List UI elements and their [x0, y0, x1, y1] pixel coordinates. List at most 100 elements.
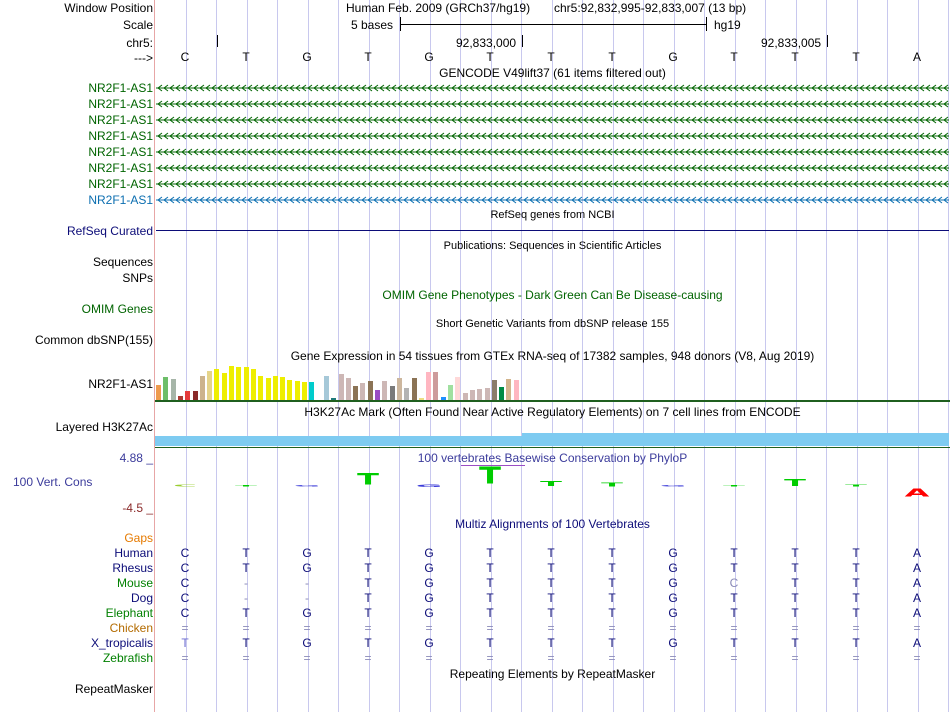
- gtex-tissue-bar[interactable]: [185, 391, 191, 400]
- position-readout[interactable]: chr5:92,832,995-92,833,007 (13 bp): [554, 1, 747, 15]
- gencode-transcript[interactable]: [156, 180, 949, 188]
- gencode-transcript[interactable]: [156, 116, 949, 124]
- gtex-bars[interactable]: [155, 364, 535, 400]
- h3k27ac-title[interactable]: H3K27Ac Mark (Often Found Near Active Re…: [304, 405, 801, 419]
- gencode-transcript[interactable]: [156, 100, 949, 108]
- species-label[interactable]: Dog: [130, 591, 153, 605]
- gtex-tissue-bar[interactable]: [258, 376, 264, 400]
- gtex-tissue-bar[interactable]: [236, 367, 242, 400]
- gtex-tissue-bar[interactable]: [229, 366, 234, 400]
- gtex-tissue-bar[interactable]: [207, 371, 213, 400]
- gtex-tissue-bar[interactable]: [221, 373, 227, 400]
- gtex-tissue-bar[interactable]: [294, 381, 300, 400]
- gencode-transcript[interactable]: [156, 164, 949, 172]
- snps-label[interactable]: SNPs: [122, 271, 153, 285]
- phylop-score-letter[interactable]: T: [784, 477, 806, 489]
- gencode-transcript-label[interactable]: NR2F1-AS1: [88, 97, 153, 111]
- h3k27ac-label[interactable]: Layered H3K27Ac: [55, 420, 153, 434]
- gtex-tissue-bar[interactable]: [382, 381, 388, 400]
- gtex-tissue-bar[interactable]: [338, 374, 344, 400]
- gencode-transcript-label[interactable]: NR2F1-AS1: [88, 145, 153, 159]
- gtex-tissue-bar[interactable]: [170, 379, 176, 400]
- omim-label[interactable]: OMIM Genes: [81, 302, 153, 316]
- repeatmasker-title[interactable]: Repeating Elements by RepeatMasker: [449, 667, 656, 681]
- gtex-tissue-bar[interactable]: [448, 385, 453, 400]
- h3k27ac-signal[interactable]: [522, 433, 949, 446]
- species-label[interactable]: Zebrafish: [102, 651, 153, 665]
- multiz-title[interactable]: Multiz Alignments of 100 Vertebrates: [455, 517, 650, 531]
- gtex-tissue-bar[interactable]: [163, 377, 169, 400]
- gtex-tissue-bar[interactable]: [192, 391, 198, 400]
- gtex-tissue-bar[interactable]: [469, 390, 475, 400]
- species-label[interactable]: Mouse: [116, 576, 153, 590]
- species-label[interactable]: Chicken: [109, 621, 153, 635]
- refseq-title[interactable]: RefSeq genes from NCBI: [490, 209, 615, 221]
- gtex-tissue-bar[interactable]: [499, 387, 505, 400]
- gtex-tissue-bar[interactable]: [287, 380, 293, 400]
- gtex-tissue-bar[interactable]: [280, 377, 286, 400]
- phylop-score-letter[interactable]: T: [357, 469, 379, 489]
- gtex-tissue-bar[interactable]: [513, 380, 519, 400]
- gtex-tissue-bar[interactable]: [360, 383, 366, 400]
- gtex-tissue-bar[interactable]: [331, 398, 337, 400]
- gencode-transcript[interactable]: [156, 148, 949, 156]
- gtex-tissue-bar[interactable]: [411, 378, 417, 400]
- repeatmasker-label[interactable]: RepeatMasker: [74, 682, 153, 696]
- gtex-title[interactable]: Gene Expression in 54 tissues from GTEx …: [290, 349, 815, 363]
- phylop-score-letter[interactable]: T: [601, 481, 623, 489]
- gtex-tissue-bar[interactable]: [345, 378, 351, 400]
- gtex-tissue-bar[interactable]: [426, 372, 432, 400]
- gtex-tissue-bar[interactable]: [214, 369, 220, 400]
- gtex-tissue-bar[interactable]: [367, 381, 373, 400]
- dbsnp-title[interactable]: Short Genetic Variants from dbSNP releas…: [435, 318, 670, 330]
- gtex-tissue-bar[interactable]: [265, 378, 271, 400]
- dbsnp-label[interactable]: Common dbSNP(155): [34, 333, 153, 347]
- gtex-tissue-bar[interactable]: [323, 376, 329, 400]
- gtex-tissue-bar[interactable]: [250, 369, 256, 400]
- sequences-label[interactable]: Sequences: [92, 255, 153, 269]
- species-label[interactable]: Human: [114, 546, 153, 560]
- gencode-transcript[interactable]: [156, 132, 949, 140]
- gtex-tissue-bar[interactable]: [156, 385, 161, 400]
- phylop-label[interactable]: 100 Vert. Cons: [13, 475, 93, 489]
- gtex-tissue-bar[interactable]: [199, 376, 205, 400]
- species-label[interactable]: Rhesus: [112, 561, 153, 575]
- gtex-tissue-bar[interactable]: [477, 389, 483, 400]
- gtex-tissue-bar[interactable]: [353, 386, 359, 400]
- phylop-score-letter[interactable]: T: [479, 461, 501, 490]
- gtex-tissue-bar[interactable]: [389, 386, 395, 400]
- phylop-score-letter[interactable]: A: [904, 485, 930, 500]
- refseq-label[interactable]: RefSeq Curated: [66, 224, 153, 238]
- gencode-transcript-label[interactable]: NR2F1-AS1: [88, 129, 153, 143]
- refseq-gene-line[interactable]: [156, 230, 949, 231]
- gtex-tissue-bar[interactable]: [309, 382, 315, 400]
- gtex-tissue-bar[interactable]: [491, 380, 497, 400]
- species-label[interactable]: X_tropicalis: [90, 636, 153, 650]
- gtex-tissue-bar[interactable]: [243, 367, 249, 400]
- gencode-transcript[interactable]: [156, 196, 949, 204]
- gtex-label[interactable]: NR2F1-AS1: [88, 377, 153, 391]
- gencode-transcript-label[interactable]: NR2F1-AS1: [88, 193, 153, 207]
- gtex-tissue-bar[interactable]: [375, 390, 380, 400]
- gtex-tissue-bar[interactable]: [272, 376, 278, 400]
- gencode-transcript-label[interactable]: NR2F1-AS1: [88, 113, 153, 127]
- gencode-transcript-label[interactable]: NR2F1-AS1: [88, 161, 153, 175]
- gencode-transcript[interactable]: [156, 84, 949, 92]
- gtex-tissue-bar[interactable]: [433, 372, 439, 400]
- gtex-tissue-bar[interactable]: [404, 388, 410, 400]
- gencode-title[interactable]: GENCODE V49lift37 (61 items filtered out…: [439, 66, 666, 80]
- gtex-tissue-bar[interactable]: [484, 388, 490, 400]
- gtex-tissue-bar[interactable]: [506, 379, 512, 400]
- species-label[interactable]: Elephant: [105, 606, 153, 620]
- phylop-score-letter[interactable]: T: [540, 479, 562, 488]
- gtex-tissue-bar[interactable]: [177, 396, 183, 400]
- h3k27ac-signal[interactable]: [155, 436, 522, 446]
- gtex-tissue-bar[interactable]: [455, 377, 461, 400]
- gtex-tissue-bar[interactable]: [462, 393, 468, 400]
- gtex-tissue-bar[interactable]: [396, 378, 402, 400]
- gtex-tissue-bar[interactable]: [302, 382, 307, 400]
- omim-title[interactable]: OMIM Gene Phenotypes - Dark Green Can Be…: [382, 288, 723, 302]
- gtex-tissue-bar[interactable]: [440, 397, 446, 400]
- phylop-score-letter[interactable]: G: [415, 483, 443, 488]
- phylop-title[interactable]: 100 vertebrates Basewise Conservation by…: [417, 451, 688, 465]
